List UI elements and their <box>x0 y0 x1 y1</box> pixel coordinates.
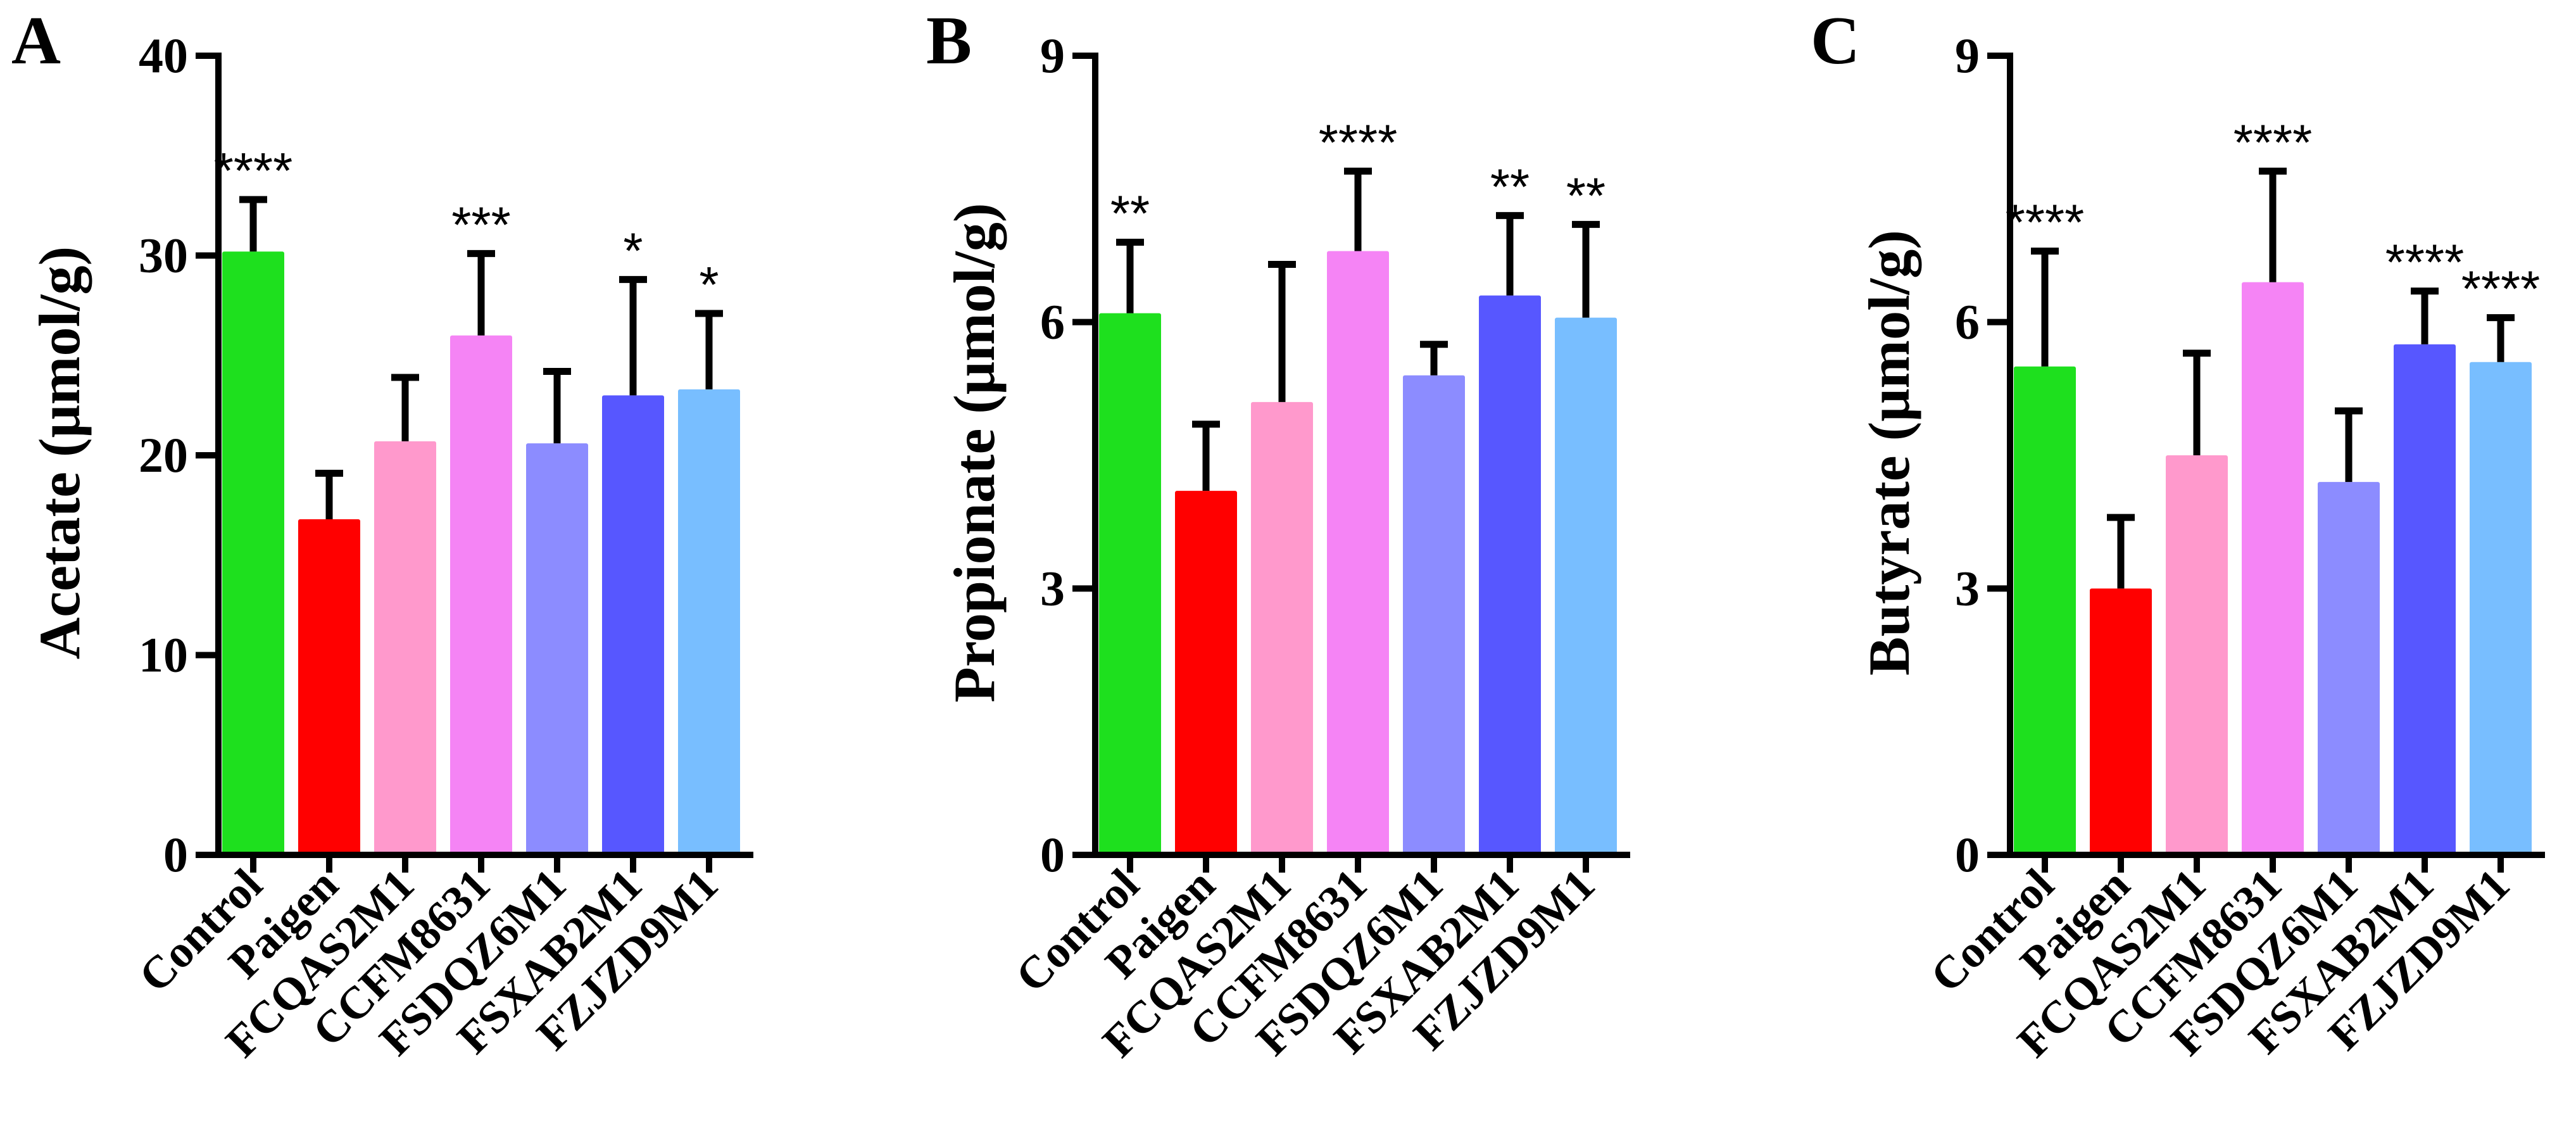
bar-fsdqz6m1 <box>526 443 588 855</box>
bar-paigen <box>1175 491 1237 855</box>
bar-control <box>2014 366 2076 855</box>
bar-fcqas2m1 <box>374 441 436 855</box>
y-tick-label: 20 <box>139 427 188 483</box>
y-tick-label: 0 <box>1040 827 1065 882</box>
bar-control <box>1099 313 1161 856</box>
significance-label: ** <box>1566 167 1605 224</box>
y-axis-label: Butyrate (μmol/g) <box>1857 230 1921 676</box>
panel-b: B Propionate (μmol/g) ******** ** Control… <box>926 3 1630 1067</box>
bar-paigen <box>2090 588 2152 855</box>
bar-group: **************** <box>2006 114 2541 856</box>
y-tick-label: 9 <box>1040 28 1065 83</box>
panel-letter: C <box>1811 3 1860 79</box>
panel-a: A Acetate (μmol/g) ******* ** ControlPaig… <box>11 3 753 1067</box>
bar-fzjzd9m1 <box>678 389 740 855</box>
significance-label: **** <box>2385 234 2465 291</box>
significance-label: **** <box>2234 114 2313 170</box>
bar-ccfm8631 <box>2242 282 2304 856</box>
y-tick-label: 40 <box>139 28 188 83</box>
y-tick-label: 30 <box>139 228 188 283</box>
significance-label: * <box>623 222 643 279</box>
y-tick-label: 0 <box>163 827 188 882</box>
bar-ccfm8631 <box>1327 251 1389 855</box>
bar-fcqas2m1 <box>2166 455 2228 855</box>
significance-label: **** <box>2461 261 2541 317</box>
bar-fsdqz6m1 <box>2318 482 2380 855</box>
bar-fsxab2m1 <box>2394 344 2456 855</box>
bar-fsxab2m1 <box>602 395 664 855</box>
y-axis-label: Acetate (μmol/g) <box>27 246 92 659</box>
bar-fsdqz6m1 <box>1403 375 1465 855</box>
bar-fzjzd9m1 <box>1555 317 1617 856</box>
significance-label: **** <box>2006 194 2085 250</box>
bar-control <box>222 251 284 855</box>
y-axis-label: Propionate (μmol/g) <box>942 203 1007 703</box>
bar-fzjzd9m1 <box>2470 362 2532 855</box>
y-tick-label: 3 <box>1040 560 1065 616</box>
y-tick-label: 9 <box>1955 28 1980 83</box>
bar-fsxab2m1 <box>1479 295 1541 856</box>
significance-label: ** <box>1110 185 1150 241</box>
significance-label: **** <box>1319 114 1398 170</box>
significance-label: **** <box>214 142 293 199</box>
bar-group: ******** ** <box>1099 114 1617 856</box>
bar-group: ******* ** <box>214 142 740 855</box>
panel-c: C Butyrate (μmol/g) **************** Con… <box>1811 3 2545 1067</box>
y-tick-label: 6 <box>1955 294 1980 350</box>
y-tick-label: 0 <box>1955 827 1980 882</box>
significance-label: *** <box>451 196 510 253</box>
significance-label: ** <box>1490 158 1530 215</box>
y-tick-label: 6 <box>1040 294 1065 350</box>
bar-fcqas2m1 <box>1251 401 1313 855</box>
y-tick-label: 3 <box>1955 560 1980 616</box>
y-tick-label: 10 <box>139 628 188 683</box>
significance-label: * <box>699 256 719 313</box>
panel-letter: A <box>11 3 61 79</box>
bar-ccfm8631 <box>450 335 512 855</box>
bar-paigen <box>298 519 360 855</box>
panel-letter: B <box>926 3 972 79</box>
